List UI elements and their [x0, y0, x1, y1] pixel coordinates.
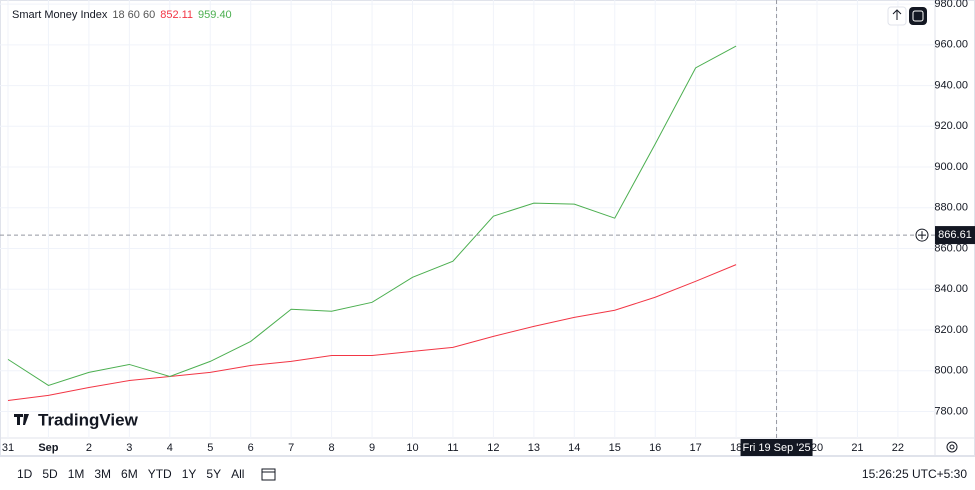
x-tick-label: 18: [730, 442, 742, 454]
y-tick-label: 820.00: [934, 324, 968, 336]
icon: [912, 10, 924, 22]
y-tick-label: 780.00: [934, 405, 968, 417]
y-tick-label: 980.00: [934, 0, 968, 10]
x-tick-label: 8: [329, 442, 335, 454]
x-tick-label: 5: [207, 442, 213, 454]
y-tick-label: 960.00: [934, 39, 968, 51]
clock: 15:26:25 UTC+5:30: [861, 466, 967, 481]
icon: [892, 9, 902, 20]
x-tick-label: 6: [248, 442, 254, 454]
x-tick-label: 11: [447, 442, 458, 454]
timeframe-button[interactable]: 5D: [42, 466, 58, 481]
watermark: TradingView: [38, 410, 139, 429]
chart: TradingView 780.00 800.00 820.00 840.00 860.…: [0, 0, 975, 456]
x-tick-label: 9: [369, 442, 375, 454]
x-tick-label: 17: [690, 442, 702, 454]
y-tick-label: 840.00: [934, 283, 968, 295]
bottom-toolbar: 1D 5D 1M 3M 6M YTD 1Y 5Y All 15:26:25 UTC+5:30: [0, 456, 975, 490]
x-tick-label: 31: [2, 442, 14, 454]
timeframe-button[interactable]: 5Y: [206, 466, 222, 481]
crosshair-price: 866.61: [938, 229, 972, 241]
x-tick-label: Sep: [38, 442, 58, 454]
timeframe-button[interactable]: YTD: [147, 466, 172, 481]
x-tick-label: 22: [892, 442, 904, 454]
x-tick-label: 21: [851, 442, 863, 454]
calendar-button[interactable]: [261, 466, 277, 482]
timeframe-button[interactable]: 1D: [17, 466, 33, 481]
y-tick-label: 860.00: [934, 242, 968, 254]
y-tick-label: 920.00: [934, 120, 968, 132]
x-tick-label: 13: [528, 442, 540, 454]
timeframes: 1D 5D 1M 3M 6M YTD 1Y 5Y All: [12, 467, 249, 481]
value-green: 959.40: [198, 9, 232, 21]
button[interactable]: [909, 7, 927, 25]
crosshair-date-box: [740, 439, 813, 456]
timeframe-button[interactable]: 3M: [94, 466, 112, 481]
y-tick-label: 800.00: [934, 365, 968, 377]
x-tick-label: 4: [167, 442, 173, 454]
x-tick-label: 15: [609, 442, 621, 454]
crosshair-date: Fri 19 Sep '25: [742, 442, 810, 454]
timeframe-button[interactable]: All: [231, 466, 245, 481]
x-tick-label: 2: [86, 442, 92, 454]
indicator-name: Smart Money Index: [12, 9, 108, 21]
frame: [0, 0, 975, 456]
legend: Smart Money Index 18 60 60 852.11 959.40: [12, 9, 232, 21]
indicator-params: 18 60 60: [112, 9, 156, 21]
x-tick-label: 16: [649, 442, 661, 454]
timeframe-button[interactable]: 6M: [121, 466, 138, 481]
logo: [14, 414, 29, 425]
series-line: [7, 264, 737, 402]
timeframe-button[interactable]: 1Y: [181, 466, 197, 481]
top-buttons: [887, 6, 927, 26]
add-icon: [918, 231, 926, 240]
y-tick-label: 900.00: [934, 161, 968, 173]
settings[interactable]: [946, 441, 958, 453]
x-tick-label: 10: [406, 442, 418, 454]
x-tick-label: 3: [126, 442, 132, 454]
x-tick-label: 7: [288, 442, 294, 454]
x-tick-label: 14: [568, 442, 580, 454]
x-tick-label: 20: [811, 442, 823, 454]
timeframe-button[interactable]: 1M: [67, 466, 85, 481]
value-red: 852.11: [160, 9, 194, 21]
series-line: [7, 45, 737, 386]
y-tick-label: 880.00: [934, 202, 968, 214]
y-tick-label: 940.00: [934, 79, 968, 91]
x-tick-label: 12: [487, 442, 499, 454]
crosshair-price-box: [935, 226, 975, 245]
